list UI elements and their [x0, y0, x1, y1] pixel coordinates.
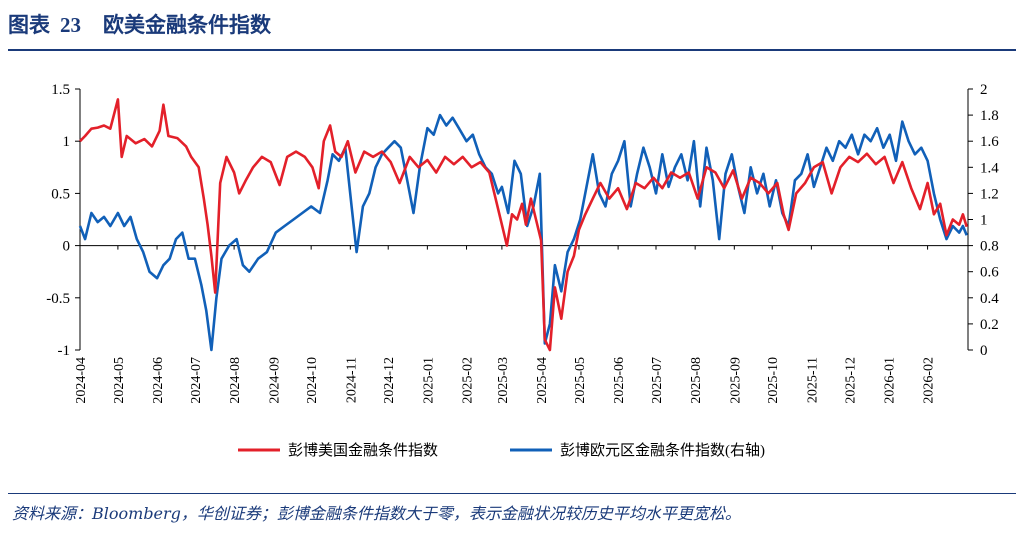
left-tick-label: -0.5 — [46, 291, 70, 307]
x-tick-label: 2024-09 — [267, 357, 282, 404]
left-tick-label: 1 — [63, 134, 71, 150]
right-tick-label: 1 — [980, 213, 988, 229]
source-note: 资料来源：Bloomberg，华创证券；彭博金融条件指数大于零，表示金融状况较历… — [12, 504, 741, 523]
left-tick-label: 0 — [63, 239, 71, 255]
x-tick-label: 2025-08 — [689, 357, 704, 404]
figure-heading: 欧美金融条件指数 — [103, 12, 271, 37]
right-tick-label: 1.8 — [980, 108, 999, 124]
right-tick-label: 2 — [980, 82, 988, 98]
legend-eu-label: 彭博欧元区金融条件指数(右轴) — [560, 442, 765, 459]
x-tick-label: 2024-04 — [74, 357, 89, 404]
x-tick-label: 2025-01 — [421, 357, 436, 404]
right-tick-label: 0 — [980, 343, 988, 359]
right-tick-label: 1.4 — [980, 160, 999, 176]
x-tick-label: 2024-10 — [305, 357, 320, 404]
x-tick-label: 2025-03 — [496, 357, 511, 404]
left-tick-label: 1.5 — [51, 82, 70, 98]
line-chart: -1 -0.5 0 0.5 1 1.5 0 0.2 0.4 0.6 0.8 1 1.2 1.4 1.6 1.8… — [46, 82, 999, 459]
x-tick-label: 2025-09 — [728, 357, 743, 404]
header-rule — [8, 49, 1016, 51]
x-tick-label: 2024-05 — [112, 357, 127, 404]
right-tick-label: 0.2 — [980, 317, 999, 333]
x-tick-label: 2026-01 — [882, 357, 897, 404]
chart-axes: -1 -0.5 0 0.5 1 1.5 0 0.2 0.4 0.6 0.8 1 1.2 1.4 1.6 1.8… — [46, 82, 999, 404]
eu-fci-line — [78, 113, 968, 352]
figure-number: 23 — [60, 13, 81, 37]
us-fci-line — [79, 98, 968, 352]
x-tick-label: 2025-07 — [650, 357, 665, 404]
right-tick-label: 1.2 — [980, 186, 999, 202]
x-tick-label: 2024-08 — [228, 357, 243, 404]
x-tick-label: 2024-12 — [382, 357, 397, 404]
legend-us-label: 彭博美国金融条件指数 — [288, 442, 438, 459]
right-tick-label: 0.6 — [980, 265, 999, 281]
x-tick-label: 2024-07 — [189, 357, 204, 404]
right-tick-label: 1.6 — [980, 134, 999, 150]
x-tick-label: 2025-11 — [805, 357, 820, 403]
x-tick-label: 2024-06 — [151, 357, 166, 404]
x-tick-label: 2025-06 — [612, 357, 627, 404]
left-tick-label: -1 — [58, 343, 71, 359]
x-tick-label: 2025-02 — [461, 357, 476, 404]
x-tick-label: 2025-05 — [573, 357, 588, 404]
x-tick-label: 2025-04 — [535, 357, 550, 404]
right-tick-label: 0.4 — [980, 291, 999, 307]
x-tick-label: 2025-12 — [843, 357, 858, 404]
x-tick-label: 2025-10 — [766, 357, 781, 404]
figure-title: 图表 23 欧美金融条件指数 — [8, 6, 271, 44]
figure-label: 图表 — [8, 12, 50, 37]
chart-legend: 彭博美国金融条件指数 彭博欧元区金融条件指数(右轴) — [238, 442, 765, 459]
right-tick-label: 0.8 — [980, 239, 999, 255]
left-tick-label: 0.5 — [51, 186, 70, 202]
chart-lines — [78, 98, 968, 352]
x-tick-label: 2026-02 — [922, 357, 937, 404]
footer-rule — [8, 493, 1016, 494]
x-tick-label: 2024-11 — [344, 357, 359, 403]
